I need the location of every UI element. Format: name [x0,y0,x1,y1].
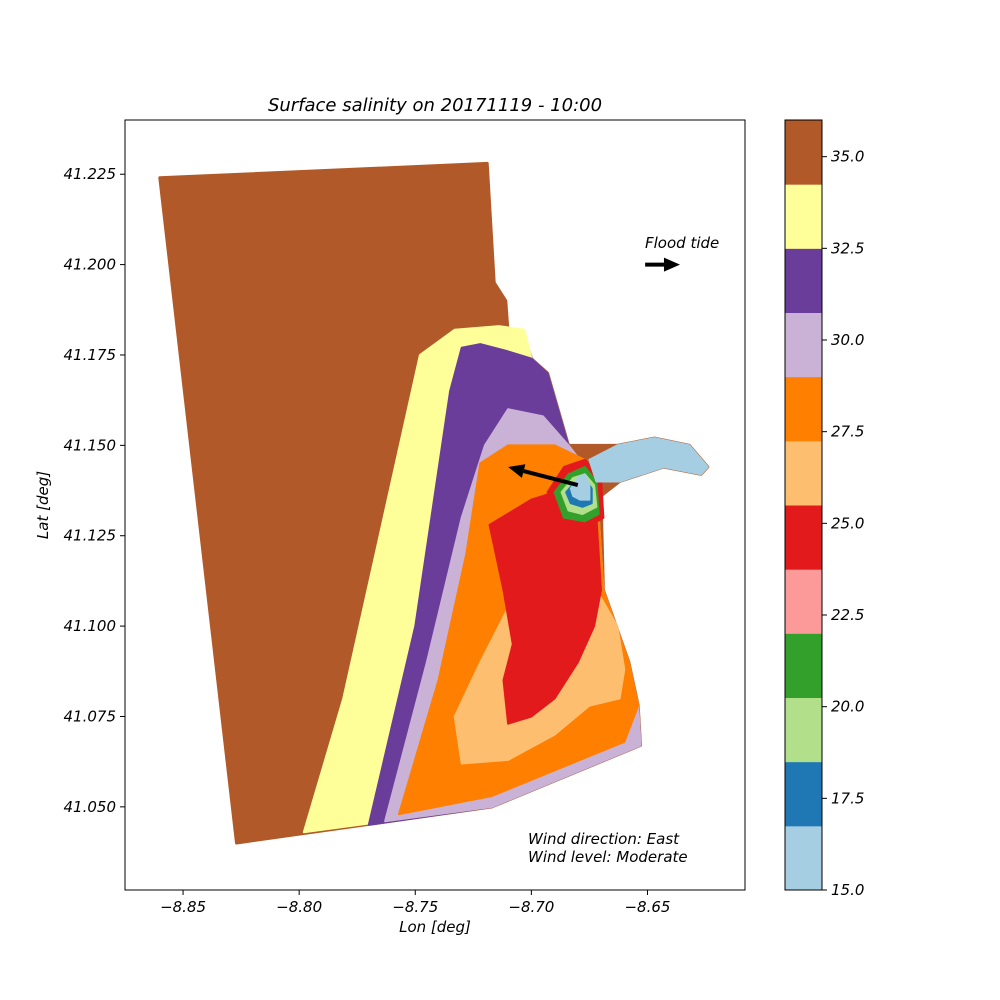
chart-title: Surface salinity on 20171119 - 10:00 [268,95,602,116]
salinity-region-6 [514,617,551,653]
y-tick-label: 41.125 [64,527,117,545]
colorbar-segment [785,184,822,249]
colorbar-tick-label: 17.5 [831,789,864,807]
colorbar-segment [785,505,822,570]
colorbar-tick-label: 15.0 [831,881,864,899]
flood-tide-label: Flood tide [645,234,719,252]
plot-frame [124,119,746,891]
x-tick-label: −8.80 [276,898,322,916]
colorbar-segment [785,697,822,763]
wind-direction-label: Wind direction: East [528,830,680,848]
colorbar-tick-label: 30.0 [831,331,864,349]
colorbar-tick-label: 22.5 [831,606,864,624]
x-tick-label: −8.75 [392,898,438,916]
flood-tide-arrow [645,257,680,272]
y-tick-label: 41.150 [64,436,117,454]
colorbar-tick-label: 25.0 [831,514,864,532]
y-tick-label: 41.175 [64,346,117,364]
colorbar-segment [785,440,822,506]
x-tick-label: −8.65 [624,898,670,916]
y-tick-label: 41.100 [64,617,117,635]
plot-area [158,161,710,845]
wind-level-label: Wind level: Moderate [528,848,688,866]
y-tick-label: 41.050 [64,798,117,816]
y-axis-label: Lat [deg] [34,471,52,539]
y-tick-label: 41.225 [64,165,117,183]
surface-current-arrow [508,464,579,488]
colorbar-segment [785,569,822,634]
colorbar-tick-label: 20.0 [831,698,864,716]
colorbar-segment [785,120,822,185]
colorbar-segment [785,312,822,378]
salinity-region-11 [569,473,591,501]
x-axis-label: Lon [deg] [399,918,471,936]
salinity-region-12 [588,437,709,483]
x-tick-label: −8.70 [508,898,554,916]
y-tick-label: 41.200 [64,256,117,274]
colorbar-segment [785,825,822,891]
colorbar-segment [785,633,822,698]
colorbar: 15.0 17.5 20.0 22.5 25.0 27.5 30.0 32.5 35.0 [784,119,864,899]
colorbar-tick-label: 32.5 [831,239,864,257]
x-tick-label: −8.85 [160,898,206,916]
x-axis: −8.85 −8.80 −8.75 −8.70 −8.65 [160,890,670,916]
colorbar-tick-label: 27.5 [831,423,864,441]
colorbar-segment [785,376,822,442]
colorbar-segment [785,248,822,313]
colorbar-segment [785,761,822,827]
colorbar-tick-label: 35.0 [831,148,864,166]
y-tick-label: 41.075 [64,707,117,725]
colorbar-frame [784,119,823,891]
y-axis: 41.050 41.075 41.100 41.125 41.150 41.175 41.2… [64,165,125,816]
